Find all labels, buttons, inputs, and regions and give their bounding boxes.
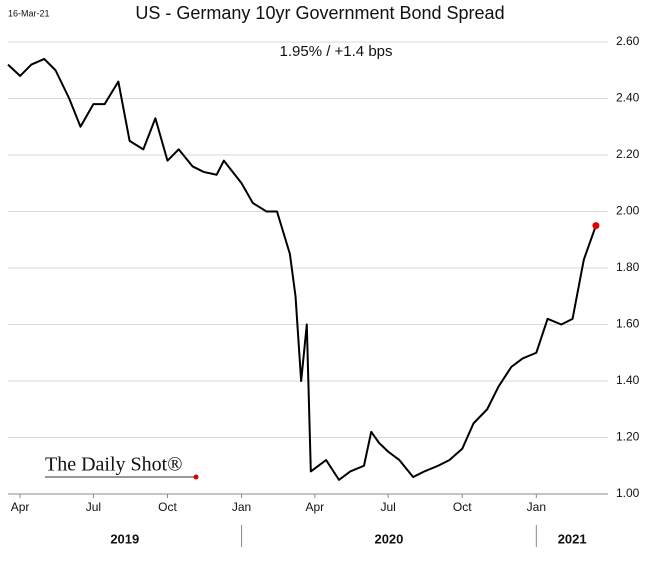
y-tick-label: 1.20 [616,430,640,444]
chart-title: US - Germany 10yr Government Bond Spread [135,3,504,23]
y-tick-label: 1.40 [616,373,640,387]
x-tick-label: Oct [453,500,472,514]
y-tick-label: 1.60 [616,317,640,331]
y-tick-label: 1.00 [616,486,640,500]
y-tick-label: 2.40 [616,91,640,105]
watermark-dot [193,474,199,480]
chart-subtitle: 1.95% / +1.4 bps [280,43,393,60]
y-tick-label: 2.20 [616,147,640,161]
x-tick-label: Jul [380,500,395,514]
year-label: 2020 [374,531,403,546]
x-tick-label: Jan [232,500,251,514]
watermark: The Daily Shot® [45,454,182,476]
y-tick-label: 2.00 [616,204,640,218]
y-tick-label: 1.80 [616,260,640,274]
year-label: 2021 [558,531,587,546]
x-tick-label: Apr [306,500,325,514]
last-point [592,222,600,230]
line [7,57,597,481]
year-label: 2019 [110,531,139,546]
y-tick-label: 2.60 [616,34,640,48]
x-tick-label: Jul [86,500,101,514]
x-tick-label: Oct [158,500,177,514]
x-tick-label: Apr [11,500,30,514]
date-stamp: 16-Mar-21 [8,8,50,18]
x-tick-label: Jan [527,500,546,514]
